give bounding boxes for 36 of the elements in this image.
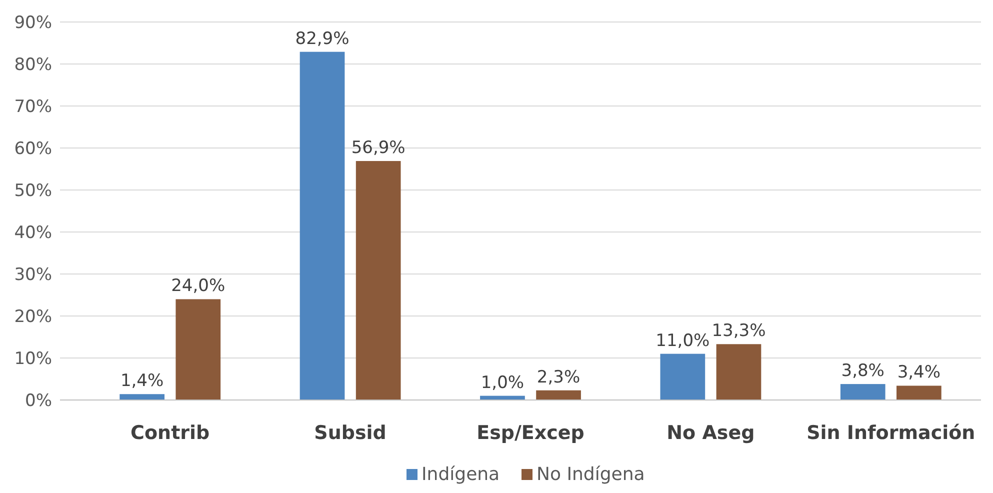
x-tick-label: Subsid xyxy=(314,422,386,444)
data-label: 56,9% xyxy=(351,138,406,158)
bar xyxy=(660,354,706,400)
data-label: 24,0% xyxy=(171,276,226,296)
data-label: 11,0% xyxy=(656,330,710,351)
bar xyxy=(356,161,401,400)
bar xyxy=(176,299,221,400)
y-tick-label: 80% xyxy=(14,54,52,75)
x-tick-label: Contrib xyxy=(130,422,210,444)
bar xyxy=(120,394,164,400)
y-tick-label: 40% xyxy=(14,222,52,243)
data-label: 3,4% xyxy=(897,362,941,383)
bar xyxy=(536,390,581,400)
data-label: 1,4% xyxy=(120,371,164,392)
data-label: 2,3% xyxy=(536,367,580,388)
legend-label: Indígena xyxy=(422,464,500,485)
bar xyxy=(840,384,886,400)
y-tick-label: 20% xyxy=(14,306,52,327)
x-tick-label: Sin Información xyxy=(806,422,976,444)
bar xyxy=(896,386,942,400)
y-tick-label: 70% xyxy=(14,96,52,117)
data-label: 82,9% xyxy=(295,28,350,49)
y-tick-label: 30% xyxy=(14,264,52,285)
data-label: 13,3% xyxy=(712,321,766,342)
y-tick-label: 10% xyxy=(14,348,52,369)
y-tick-label: 90% xyxy=(14,12,52,33)
bar xyxy=(300,52,345,400)
y-tick-label: 0% xyxy=(25,390,52,411)
x-tick-label: No Aseg xyxy=(666,422,755,444)
data-label: 3,8% xyxy=(841,361,884,382)
y-tick-label: 60% xyxy=(14,138,52,159)
x-tick-label: Esp/Excep xyxy=(476,422,584,444)
bar xyxy=(716,344,762,400)
y-tick-label: 50% xyxy=(14,180,52,201)
data-label: 1,0% xyxy=(480,372,524,393)
legend-label: No Indígena xyxy=(536,464,645,485)
